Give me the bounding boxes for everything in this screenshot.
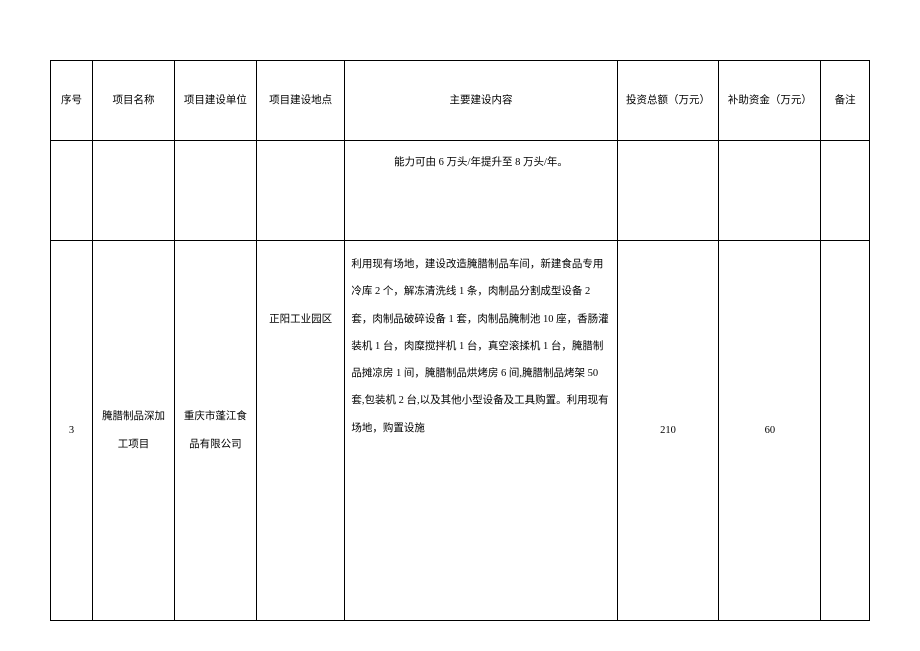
cell-location: 正阳工业园区 — [256, 241, 345, 621]
header-invest: 投资总额（万元） — [617, 61, 719, 141]
project-table-container: 序号 项目名称 项目建设单位 项目建设地点 主要建设内容 投资总额（万元） 补助… — [50, 60, 870, 621]
header-subsidy: 补助资金（万元） — [719, 61, 821, 141]
cell-partial-remark — [821, 141, 870, 241]
table-row-3: 3 腌腊制品深加工项目 重庆市蓬江食品有限公司 正阳工业园区 利用现有场地，建设… — [51, 241, 870, 621]
project-table: 序号 项目名称 项目建设单位 项目建设地点 主要建设内容 投资总额（万元） 补助… — [50, 60, 870, 621]
cell-partial-subsidy — [719, 141, 821, 241]
header-remark: 备注 — [821, 61, 870, 141]
cell-subsidy: 60 — [719, 241, 821, 621]
cell-partial-location — [256, 141, 345, 241]
cell-content: 利用现有场地，建设改造腌腊制品车间，新建食品专用冷库 2 个，解冻清洗线 1 条… — [345, 241, 617, 621]
cell-invest: 210 — [617, 241, 719, 621]
header-unit: 项目建设单位 — [174, 61, 256, 141]
header-location: 项目建设地点 — [256, 61, 345, 141]
header-name: 项目名称 — [93, 61, 175, 141]
cell-partial-name — [93, 141, 175, 241]
cell-remark — [821, 241, 870, 621]
table-header-row: 序号 项目名称 项目建设单位 项目建设地点 主要建设内容 投资总额（万元） 补助… — [51, 61, 870, 141]
header-seq: 序号 — [51, 61, 93, 141]
cell-name: 腌腊制品深加工项目 — [93, 241, 175, 621]
cell-unit: 重庆市蓬江食品有限公司 — [174, 241, 256, 621]
cell-partial-invest — [617, 141, 719, 241]
header-content: 主要建设内容 — [345, 61, 617, 141]
table-row-partial: 能力可由 6 万头/年提升至 8 万头/年。 — [51, 141, 870, 241]
cell-partial-unit — [174, 141, 256, 241]
cell-partial-seq — [51, 141, 93, 241]
cell-seq: 3 — [51, 241, 93, 621]
cell-partial-content: 能力可由 6 万头/年提升至 8 万头/年。 — [345, 141, 617, 241]
